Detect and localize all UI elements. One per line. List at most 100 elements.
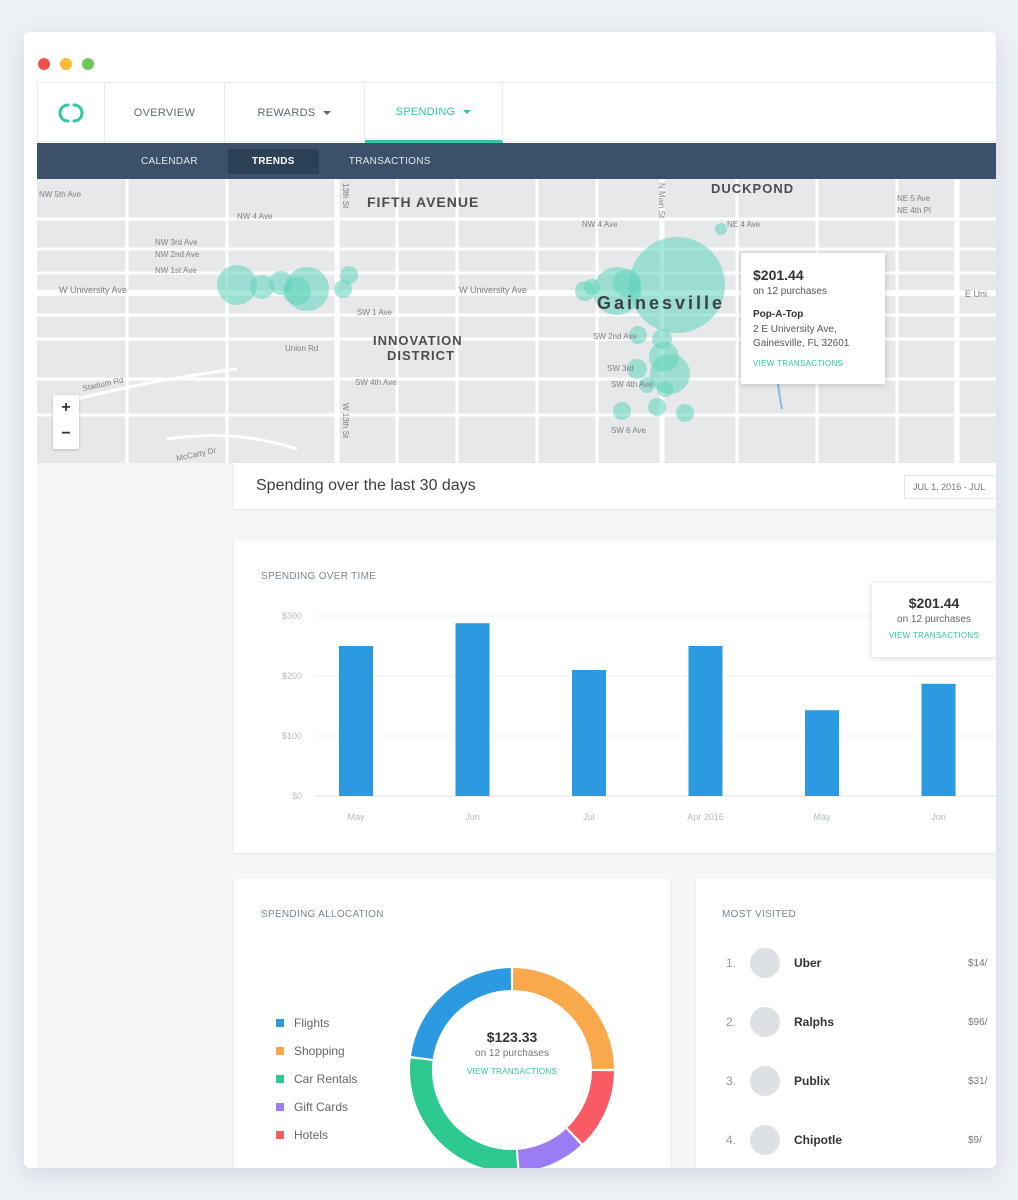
merchant-name: Uber [794, 956, 822, 970]
view-transactions-link[interactable]: VIEW TRANSACTIONS [466, 1067, 558, 1076]
zoom-in-button[interactable]: + [61, 399, 71, 416]
most-visited-title: MOST VISITED [722, 909, 796, 920]
legend-swatch [276, 1019, 284, 1027]
map-district-label: DISTRICT [387, 348, 455, 363]
map-label: W 13th St [341, 403, 350, 439]
top-navigation: OVERVIEW REWARDS SPENDING [37, 82, 996, 143]
y-tick-label: $200 [282, 671, 302, 681]
list-item[interactable]: 3. Publix $31/ [726, 1061, 996, 1101]
donut-purchases: on 12 purchases [475, 1048, 549, 1059]
zoom-out-button[interactable]: − [61, 425, 71, 442]
donut-slice-hotels[interactable] [567, 1070, 614, 1144]
map-label: NE 5 Ave [897, 194, 931, 203]
tooltip-purchases: on 12 purchases [753, 286, 827, 297]
map-label: NE 4th Pl [897, 206, 931, 215]
bar[interactable] [688, 646, 723, 796]
x-tick-label: May [813, 812, 831, 822]
spending-bubbles [217, 223, 727, 422]
list-item[interactable]: 1. Uber $14/ [726, 943, 996, 983]
tab-overview[interactable]: OVERVIEW [105, 83, 225, 143]
tab-spending-label: SPENDING [395, 105, 456, 118]
date-range-picker[interactable]: JUL 1, 2016 - JUL [904, 475, 996, 499]
view-transactions-link[interactable]: VIEW TRANSACTIONS [753, 359, 844, 368]
tooltip-merchant: Pop-A-Top [753, 309, 804, 320]
legend-item: Gift Cards [276, 1093, 357, 1121]
x-tick-label: Jul [583, 812, 595, 822]
legend-item: Hotels [276, 1121, 357, 1149]
donut-slice-gift-cards[interactable] [517, 1128, 581, 1168]
avatar [750, 1125, 780, 1155]
map-district-label: FIFTH AVENUE [367, 194, 479, 210]
tooltip-pointer [932, 657, 944, 663]
y-tick-label: $100 [282, 731, 302, 741]
browser-window: OVERVIEW REWARDS SPENDING CALENDAR TREND… [24, 32, 996, 1168]
most-visited-card: MOST VISITED 1. Uber $14/2. Ralphs $96/3. Pub… [696, 879, 996, 1168]
view-transactions-link[interactable]: VIEW TRANSACTIONS [888, 631, 980, 640]
legend-label: Car Rentals [294, 1072, 358, 1086]
allocation-legend: Flights Shopping Car Rentals Gift Cards Hote… [276, 1009, 357, 1149]
period-header: Spending over the last 30 days JUL 1, 20… [234, 463, 996, 509]
merchant-name: Ralphs [794, 1015, 835, 1029]
app-logo[interactable] [37, 83, 105, 143]
map-district-label: INNOVATION [373, 333, 463, 348]
tab-spending[interactable]: SPENDING [365, 83, 503, 143]
chart-tooltip: $201.44 on 12 purchases VIEW TRANSACTION… [872, 583, 996, 657]
legend-item: Car Rentals [276, 1065, 357, 1093]
page-title: Spending over the last 30 days [256, 477, 476, 494]
spending-map[interactable]: NW 5th Ave NW 4 Ave NW 3rd Ave NW 2nd Av… [37, 179, 996, 463]
map-label: SW 1 Ave [357, 308, 393, 317]
avatar [750, 948, 780, 978]
map-label: McCarty Dr [176, 446, 218, 463]
sub-navigation: CALENDAR TRENDS TRANSACTIONS [37, 143, 996, 179]
subtab-trends[interactable]: TRENDS [227, 148, 319, 174]
tab-rewards[interactable]: REWARDS [225, 83, 365, 143]
merchant-amount: $96/ [968, 1016, 988, 1028]
list-item[interactable]: 4. Chipotle $9/ [726, 1120, 996, 1160]
rank: 4. [726, 1133, 737, 1147]
bar[interactable] [805, 710, 839, 796]
minimize-dot[interactable] [60, 58, 72, 70]
list-item[interactable]: 2. Ralphs $96/ [726, 1002, 996, 1042]
legend-label: Gift Cards [294, 1100, 349, 1114]
x-tick-label: Jun [931, 812, 946, 822]
merchant-amount: $9/ [968, 1134, 982, 1146]
tooltip-purchases: on 12 purchases [897, 614, 971, 625]
tab-rewards-label: REWARDS [257, 107, 316, 119]
rank: 3. [726, 1074, 737, 1088]
maximize-dot[interactable] [82, 58, 94, 70]
close-dot[interactable] [38, 58, 50, 70]
map-label: SW 6 Ave [611, 426, 647, 435]
map-label: W University Ave [459, 285, 527, 295]
legend-label: Hotels [294, 1128, 329, 1142]
map-label: NE 4 Ave [727, 220, 761, 229]
tooltip-address: 2 E University Ave, [753, 324, 837, 335]
donut-slice-flights[interactable] [410, 968, 512, 1060]
donut-slice-shopping[interactable] [512, 968, 614, 1070]
x-tick-label: May [347, 812, 365, 822]
x-tick-label: Jun [465, 812, 480, 822]
chevron-down-icon [323, 111, 332, 115]
window-controls [38, 58, 94, 70]
legend-swatch [276, 1047, 284, 1055]
map-label: E Uni [965, 289, 987, 299]
rank: 2. [726, 1015, 737, 1029]
donut-chart [410, 968, 614, 1168]
map-label: SW 3rd [607, 364, 634, 373]
donut-slice-car-rentals[interactable] [410, 1058, 517, 1168]
x-tick-label: Apr 2016 [687, 812, 724, 822]
subtab-calendar[interactable]: CALENDAR [141, 155, 198, 167]
map-canvas: NW 5th Ave NW 4 Ave NW 3rd Ave NW 2nd Av… [37, 179, 996, 463]
bar[interactable] [921, 683, 956, 796]
map-label: NW 4 Ave [582, 220, 618, 229]
map-label: 13th St [341, 183, 350, 209]
subtab-transactions[interactable]: TRANSACTIONS [348, 155, 431, 167]
avatar [750, 1066, 780, 1096]
merchant-name: Chipotle [794, 1133, 842, 1147]
bar[interactable] [339, 646, 373, 796]
map-zoom-control: + − [53, 395, 79, 449]
bar[interactable] [572, 670, 606, 796]
tooltip-amount: $201.44 [908, 595, 960, 611]
spending-over-time-card: SPENDING OVER TIME $0 $100 $200 $300 May Jun J… [234, 541, 996, 853]
map-label: SW 4th Ave [355, 378, 397, 387]
bar[interactable] [455, 623, 490, 796]
